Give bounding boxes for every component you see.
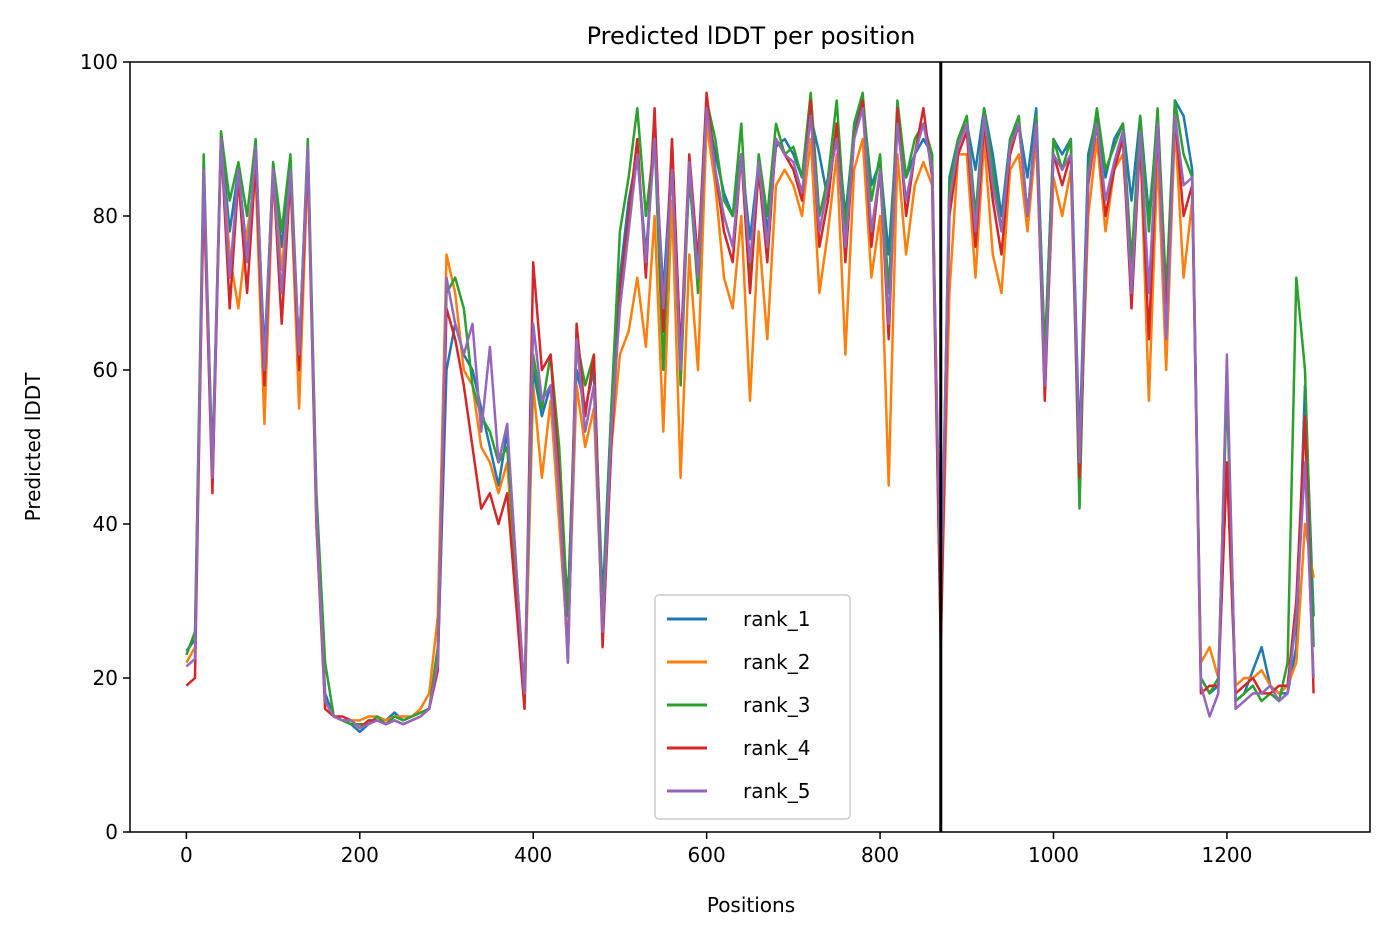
x-tick-label: 1200 bbox=[1201, 843, 1252, 867]
x-tick-label: 800 bbox=[861, 843, 899, 867]
x-tick-label: 1000 bbox=[1028, 843, 1079, 867]
y-tick-label: 0 bbox=[105, 820, 118, 844]
x-tick-label: 400 bbox=[514, 843, 552, 867]
series-layer bbox=[185, 91, 1315, 734]
y-tick-label: 40 bbox=[93, 512, 118, 536]
y-tick-label: 100 bbox=[80, 50, 118, 74]
x-tick-label: 200 bbox=[341, 843, 379, 867]
plot-frame bbox=[129, 61, 1371, 833]
x-tick-label: 600 bbox=[688, 843, 726, 867]
y-tick-label: 80 bbox=[93, 204, 118, 228]
chart-title: Predicted lDDT per position bbox=[587, 22, 916, 50]
legend: rank_1 rank_2 rank_3 rank_4 rank_5 bbox=[654, 594, 851, 820]
legend-label-rank-3: rank_3 bbox=[743, 693, 810, 717]
y-tick-label: 60 bbox=[93, 358, 118, 382]
y-tick-label: 20 bbox=[93, 666, 118, 690]
ticks-layer: 0 200 400 600 800 1000 1200 0 20 40 60 80 100 bbox=[80, 50, 1253, 867]
legend-box bbox=[654, 594, 851, 820]
x-tick-label: 0 bbox=[180, 843, 193, 867]
series-line-rank-5 bbox=[185, 106, 1315, 730]
legend-label-rank-5: rank_5 bbox=[743, 779, 810, 803]
legend-label-rank-1: rank_1 bbox=[743, 607, 810, 631]
legend-label-rank-2: rank_2 bbox=[743, 650, 810, 674]
y-axis-title: Predicted lDDT bbox=[21, 372, 45, 522]
x-axis-title: Positions bbox=[707, 893, 795, 917]
legend-label-rank-4: rank_4 bbox=[743, 736, 810, 760]
